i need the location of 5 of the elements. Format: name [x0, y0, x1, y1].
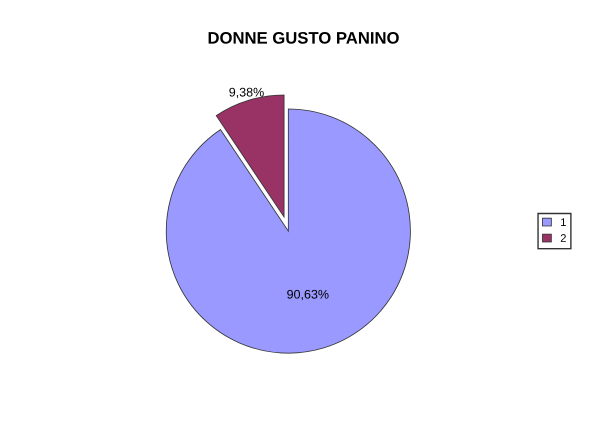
chart-title: DONNE GUSTO PANINO: [208, 32, 399, 44]
legend-label: 1: [561, 218, 566, 226]
legend-label: 2: [560, 234, 566, 242]
data-label: 9,38%: [229, 88, 264, 98]
data-label: 90,63%: [287, 290, 329, 300]
